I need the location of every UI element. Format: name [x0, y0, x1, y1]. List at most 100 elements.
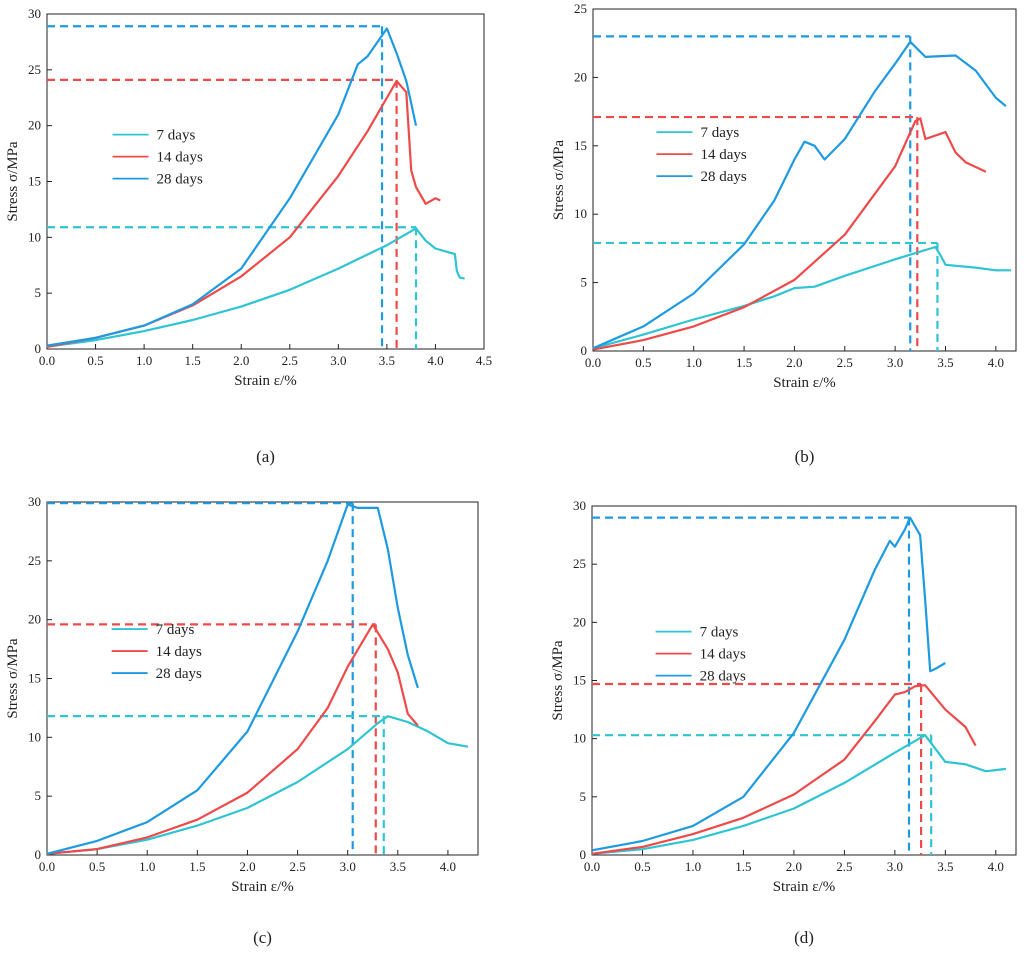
- chart-b-xtick-label: 3.0: [887, 355, 903, 370]
- chart-panel-a: 0.0 0.5 1.0 1.5 2.0 2.5 3.0 3.5 4.0 4.5 0 5 10 15 20 25…: [0, 0, 512, 483]
- chart-a-xtick-label: 0.0: [39, 353, 55, 368]
- chart-b-caption: (b): [795, 447, 815, 466]
- chart-d-series-14days: [591, 684, 977, 855]
- chart-a-xtick-label: 3.0: [330, 353, 346, 368]
- chart-b-legend-label: 14 days: [700, 147, 746, 163]
- chart-a-ytick-label: 30: [28, 6, 41, 21]
- chart-d-ytick-label: 5: [580, 789, 587, 804]
- chart-a-xlabel: Strain ε/%: [234, 373, 297, 389]
- chart-b-xtick-label: 1.5: [736, 355, 752, 370]
- chart-c-ylabel: Stress σ/MPa: [5, 638, 21, 719]
- chart-a-ytick-label: 0: [35, 341, 42, 356]
- chart-c-ytick-label: 20: [28, 612, 41, 627]
- chart-b-xtick-label: 2.0: [786, 355, 802, 370]
- chart-d-xtick-label: 1.5: [735, 859, 751, 874]
- chart-a-series-28days: [46, 27, 418, 347]
- chart-d-xtick-label: 1.0: [685, 859, 701, 874]
- chart-c-legend-label: 14 days: [156, 644, 202, 660]
- chart-a-ytick-label: 5: [35, 285, 42, 300]
- chart-panel-c: 0.0 0.5 1.0 1.5 2.0 2.5 3.0 3.5 4.0 0 5 10 15 20 25 30 S…: [0, 478, 512, 961]
- chart-b-xtick-label: 4.0: [988, 355, 1004, 370]
- chart-c-legend-label: 28 days: [156, 666, 202, 682]
- chart-c-series-7days: [46, 715, 469, 855]
- chart-a-xtick-label: 4.0: [427, 353, 443, 368]
- chart-b-ytick-label: 15: [574, 138, 587, 153]
- chart-d-caption: (d): [794, 928, 814, 947]
- chart-d-series-7days: [591, 734, 1007, 855]
- chart-d-xtick-label: 4.0: [988, 859, 1004, 874]
- chart-a-caption: (a): [256, 447, 275, 466]
- chart-c-ytick-label: 10: [28, 729, 41, 744]
- chart-b-series-7days: [592, 245, 1011, 350]
- chart-b-xtick-label: 0.5: [635, 355, 651, 370]
- chart-a-ytick-label: 10: [28, 229, 41, 244]
- chart-b-svg: 0.0 0.5 1.0 1.5 2.0 2.5 3.0 3.5 4.0 0 5 10 15 20 25 Str…: [551, 1, 1017, 466]
- chart-c-ytick-label: 0: [35, 847, 42, 862]
- chart-c-xtick-label: 1.5: [189, 859, 205, 874]
- chart-c-ytick-label: 5: [35, 788, 42, 803]
- chart-c-xtick-label: 2.5: [289, 859, 305, 874]
- chart-c-ytick-label: 15: [28, 671, 41, 686]
- chart-b-ytick-label: 5: [581, 275, 588, 290]
- chart-c-legend-label: 7 days: [156, 622, 195, 638]
- chart-d-xtick-label: 0.5: [634, 859, 650, 874]
- chart-a-legend-label: 28 days: [157, 172, 203, 188]
- chart-d-legend-label: 28 days: [700, 669, 746, 685]
- chart-a-ytick-label: 20: [28, 118, 41, 133]
- chart-b-ylabel: Stress σ/MPa: [551, 140, 567, 221]
- chart-c-series-14days: [46, 623, 419, 855]
- chart-d-xtick-label: 3.5: [937, 859, 953, 874]
- chart-panel-d: 0.0 0.5 1.0 1.5 2.0 2.5 3.0 3.5 4.0 0 5 10 15 20 25 30 S…: [512, 478, 1024, 961]
- chart-b-ytick-label: 25: [574, 1, 587, 16]
- chart-c-xtick-label: 1.0: [139, 859, 155, 874]
- chart-d-ytick-label: 25: [573, 556, 586, 571]
- chart-d-xtick-label: 2.5: [836, 859, 852, 874]
- chart-b-legend-label: 28 days: [700, 169, 746, 185]
- chart-b-ytick-label: 20: [574, 69, 587, 84]
- chart-c-frame: [46, 501, 479, 856]
- chart-a-series-7days: [46, 227, 465, 348]
- chart-c-xtick-label: 3.0: [340, 859, 356, 874]
- chart-a-legend-label: 7 days: [157, 128, 196, 144]
- chart-c-xtick-label: 0.0: [39, 859, 55, 874]
- chart-d-ytick-label: 10: [573, 731, 586, 746]
- chart-a-svg: 0.0 0.5 1.0 1.5 2.0 2.5 3.0 3.5 4.0 4.5 0 5 10 15 20 25…: [5, 6, 492, 466]
- chart-d-ytick-label: 15: [573, 673, 586, 688]
- chart-d-ylabel: Stress σ/MPa: [550, 640, 566, 721]
- chart-c-svg: 0.0 0.5 1.0 1.5 2.0 2.5 3.0 3.5 4.0 0 5 10 15 20 25 30 S…: [5, 494, 479, 947]
- chart-d-series-28days: [591, 516, 946, 852]
- chart-c-series-28days: [46, 503, 419, 855]
- chart-a-xtick-label: 1.5: [185, 353, 201, 368]
- chart-panel-b: 0.0 0.5 1.0 1.5 2.0 2.5 3.0 3.5 4.0 0 5 10 15 20 25 Str…: [512, 0, 1024, 483]
- chart-d-xlabel: Strain ε/%: [773, 879, 836, 895]
- chart-c-xtick-label: 3.5: [390, 859, 406, 874]
- chart-b-ytick-label: 0: [581, 343, 588, 358]
- chart-b-xtick-label: 3.5: [937, 355, 953, 370]
- chart-d-xtick-label: 0.0: [584, 859, 600, 874]
- chart-b-xtick-label: 1.0: [686, 355, 702, 370]
- chart-a-xtick-label: 1.0: [136, 353, 152, 368]
- chart-d-ytick-label: 20: [573, 614, 586, 629]
- chart-b-xtick-label: 0.0: [585, 355, 601, 370]
- chart-a-ytick-label: 25: [28, 62, 41, 77]
- chart-c-xtick-label: 0.5: [89, 859, 105, 874]
- chart-c-xtick-label: 4.0: [440, 859, 456, 874]
- chart-d-ytick-label: 30: [573, 498, 586, 513]
- chart-d-xtick-label: 2.0: [786, 859, 802, 874]
- chart-b-ytick-label: 10: [574, 206, 587, 221]
- chart-c-xlabel: Strain ε/%: [231, 879, 294, 895]
- chart-c-ytick-label: 25: [28, 553, 41, 568]
- chart-b-xlabel: Strain ε/%: [773, 375, 836, 391]
- chart-a-legend-label: 14 days: [157, 150, 203, 166]
- chart-d-svg: 0.0 0.5 1.0 1.5 2.0 2.5 3.0 3.5 4.0 0 5 10 15 20 25 30 S…: [550, 498, 1017, 947]
- chart-a-ytick-label: 15: [28, 174, 41, 189]
- chart-d-ytick-label: 0: [580, 847, 587, 862]
- chart-d-xtick-label: 3.0: [887, 859, 903, 874]
- chart-b-xtick-label: 2.5: [837, 355, 853, 370]
- chart-a-xtick-label: 2.0: [233, 353, 249, 368]
- chart-b-legend-label: 7 days: [700, 125, 739, 141]
- chart-c-xtick-label: 2.0: [239, 859, 255, 874]
- chart-a-xtick-label: 0.5: [87, 353, 103, 368]
- chart-b-frame: [592, 8, 1017, 352]
- chart-a-xtick-label: 2.5: [282, 353, 298, 368]
